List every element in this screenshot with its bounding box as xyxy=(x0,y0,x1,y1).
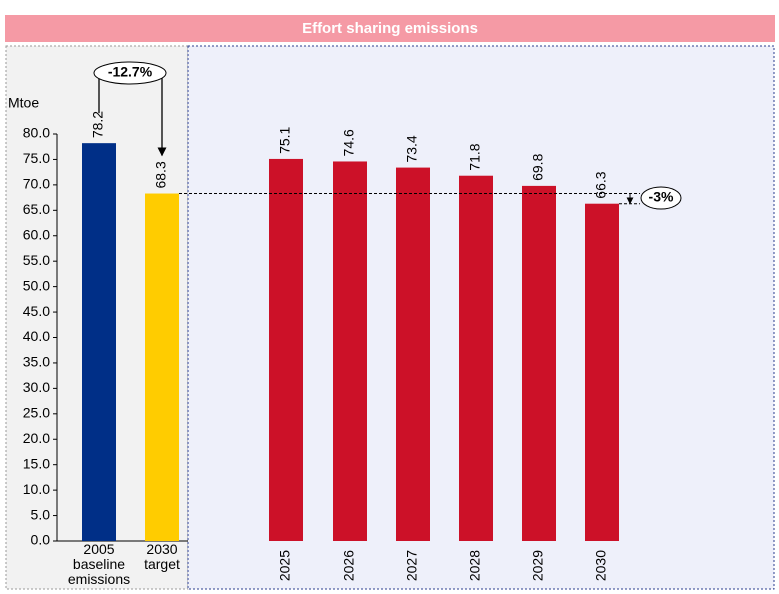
annotation: -3% xyxy=(649,189,674,205)
y-tick-label: 50.0 xyxy=(23,277,50,293)
bar xyxy=(333,161,367,541)
value-label: 71.8 xyxy=(467,143,483,170)
bar xyxy=(145,193,179,541)
x-tick-label: 2030 target xyxy=(144,541,180,572)
value-label: 75.1 xyxy=(277,126,293,153)
value-label: 69.8 xyxy=(530,153,546,180)
y-tick-label: 25.0 xyxy=(23,405,50,421)
y-tick-label: 80.0 xyxy=(23,125,50,141)
x-tick-label-line: target xyxy=(144,556,180,572)
y-tick-label: 35.0 xyxy=(23,354,50,370)
annotation-bubble xyxy=(640,186,682,210)
title-bar xyxy=(5,15,775,42)
y-tick-label: 75.0 xyxy=(23,150,50,166)
y-tick-label: 20.0 xyxy=(23,430,50,446)
annotation: -12.7% xyxy=(108,64,153,80)
y-tick-label: 70.0 xyxy=(23,176,50,192)
value-label: 74.6 xyxy=(341,129,357,156)
y-tick-label: 15.0 xyxy=(23,455,50,471)
y-tick-label: 40.0 xyxy=(23,328,50,344)
x-tick-label: 2030 xyxy=(593,550,609,581)
bar xyxy=(269,158,303,541)
annotation-bubble xyxy=(93,61,167,85)
bar xyxy=(396,167,430,541)
y-tick-label: 45.0 xyxy=(23,303,50,319)
value-label: 66.3 xyxy=(593,171,609,198)
y-axis-label: Mtoe xyxy=(8,95,39,111)
y-tick-label: 10.0 xyxy=(23,481,50,497)
x-tick-label: 2029 xyxy=(530,550,546,581)
y-tick-label: 60.0 xyxy=(23,226,50,242)
x-tick-label-line: 2030 xyxy=(146,541,177,557)
value-label: 68.3 xyxy=(153,161,169,188)
x-tick-label: 2027 xyxy=(404,550,420,581)
x-tick-label-line: baseline xyxy=(73,556,125,572)
x-tick-label: 2028 xyxy=(467,550,483,581)
x-tick-label: 2026 xyxy=(341,550,357,581)
value-label: 73.4 xyxy=(404,135,420,162)
x-tick-label-line: emissions xyxy=(68,571,130,587)
y-tick-label: 0.0 xyxy=(31,532,51,548)
x-tick-label-line: 2005 xyxy=(83,541,114,557)
y-tick-label: 5.0 xyxy=(31,506,51,522)
value-label: 78.2 xyxy=(90,111,106,138)
x-tick-label: 2005 baseline emissions xyxy=(68,541,130,587)
y-tick-label: 30.0 xyxy=(23,379,50,395)
bar xyxy=(522,185,556,541)
bar xyxy=(585,203,619,542)
bar xyxy=(82,143,116,541)
y-tick-label: 65.0 xyxy=(23,201,50,217)
chart-title: Effort sharing emissions xyxy=(302,20,478,37)
x-tick-label: 2025 xyxy=(277,550,293,581)
y-tick-label: 55.0 xyxy=(23,252,50,268)
bar xyxy=(459,175,493,541)
